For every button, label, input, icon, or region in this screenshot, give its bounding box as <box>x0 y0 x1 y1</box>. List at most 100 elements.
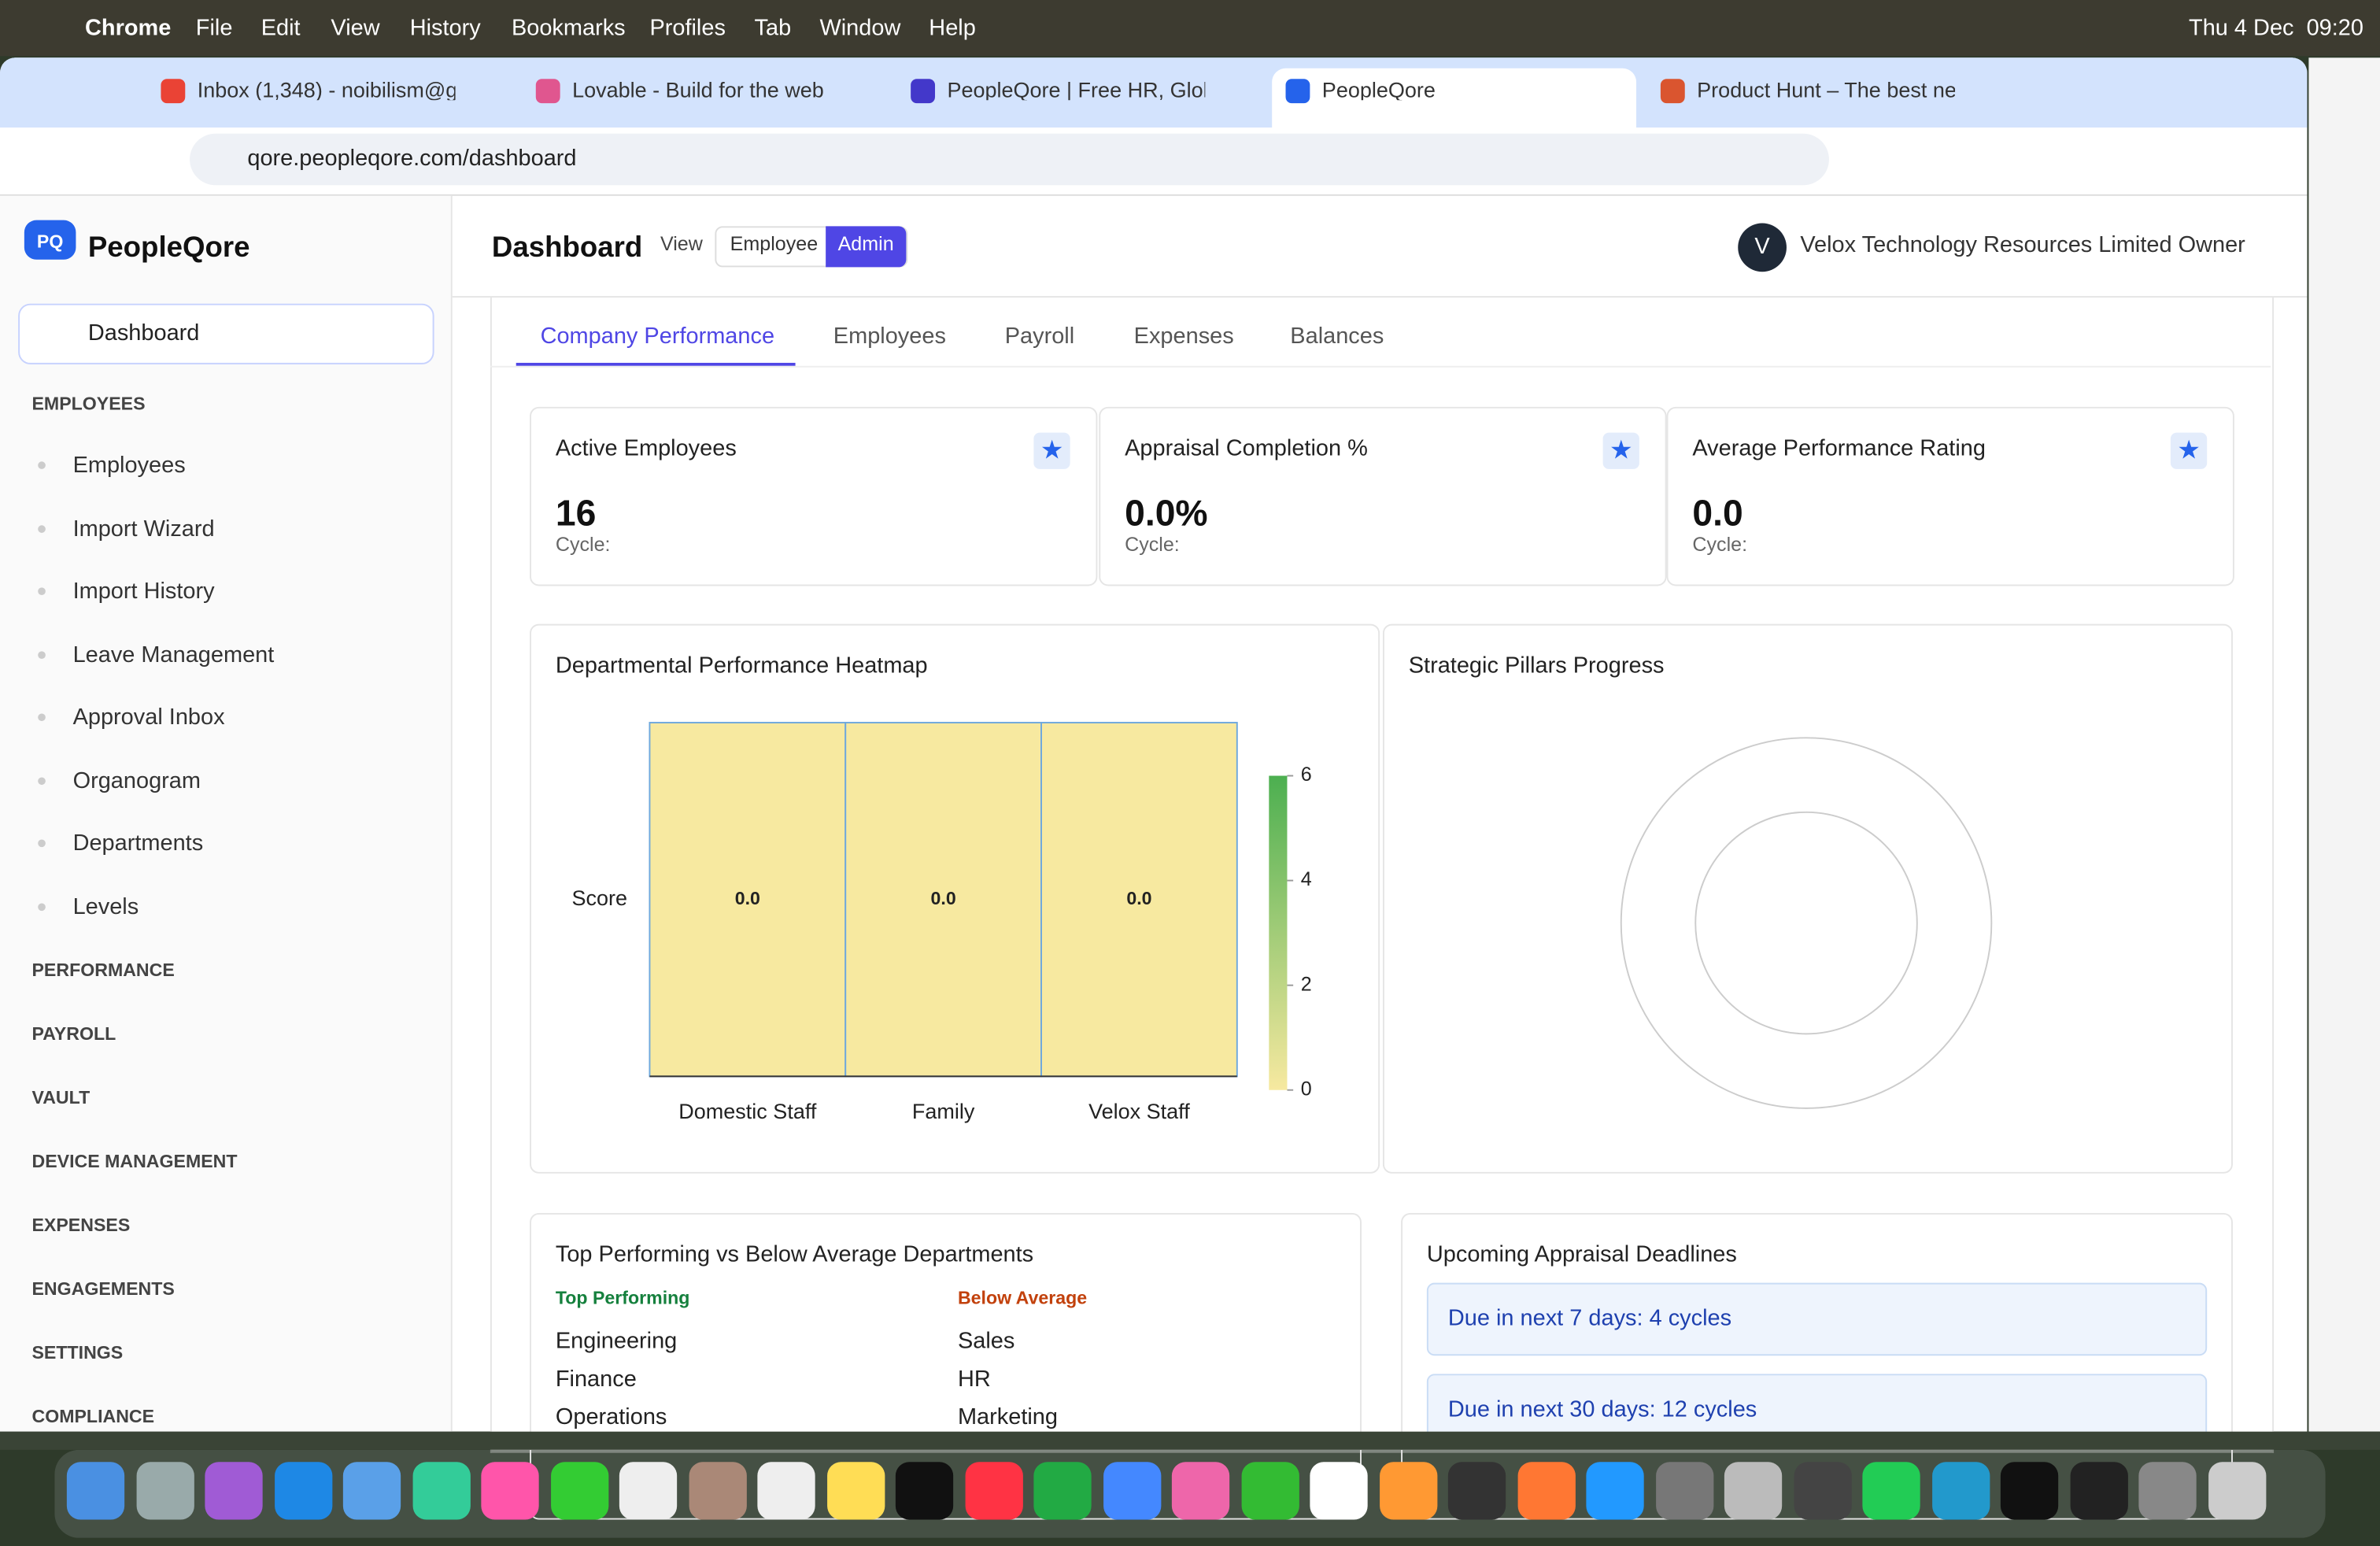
nav-active[interactable] <box>18 303 434 364</box>
menu-item[interactable]: History <box>409 15 481 42</box>
menu-item[interactable]: Profiles <box>649 15 726 42</box>
dept: Marketing <box>957 1404 1058 1430</box>
menu-app[interactable]: Chrome <box>85 15 172 42</box>
dock-icon[interactable] <box>412 1462 470 1520</box>
dock-icon[interactable] <box>1862 1462 1920 1520</box>
nav-section[interactable]: ENGAGEMENTS <box>31 1278 175 1300</box>
nav-section[interactable]: EMPLOYEES <box>31 393 146 415</box>
nav-item[interactable]: Levels <box>72 893 139 919</box>
dock-icon[interactable] <box>1171 1462 1230 1520</box>
subtab[interactable]: Employees <box>833 323 946 350</box>
dock-icon[interactable] <box>619 1462 678 1520</box>
dock-icon[interactable] <box>1310 1462 1368 1520</box>
nav-item[interactable]: Import Wizard <box>72 515 215 542</box>
browser-tab[interactable]: Product Hunt – The best new <box>1697 79 1956 101</box>
colorbar <box>1269 775 1288 1090</box>
dock-icon[interactable] <box>481 1462 539 1520</box>
nav-item[interactable]: Employees <box>72 452 186 479</box>
tab-icon <box>535 79 560 104</box>
menu-item[interactable]: Bookmarks <box>511 15 626 42</box>
url[interactable]: qore.peopleqore.com/dashboard <box>247 146 577 172</box>
menu-item[interactable]: Tab <box>754 15 792 42</box>
dock-icon[interactable] <box>688 1462 746 1520</box>
menu-item[interactable]: File <box>195 15 233 42</box>
dock-icon[interactable] <box>757 1462 815 1520</box>
dock-icon[interactable] <box>135 1462 194 1520</box>
nav-item[interactable]: Approval Inbox <box>72 704 225 730</box>
dock-icon[interactable] <box>1240 1462 1299 1520</box>
browser-tab[interactable]: Lovable - Build for the web 20 <box>572 79 830 101</box>
org-selector[interactable]: Velox Technology Resources Limited Owner <box>1800 232 2245 258</box>
menu-item[interactable]: View <box>331 15 380 42</box>
dock-icon[interactable] <box>2208 1462 2266 1520</box>
dock-icon[interactable] <box>1931 1462 1990 1520</box>
x-tick-label: Family <box>912 1100 975 1123</box>
heat-cell <box>844 722 1042 1078</box>
nav-item[interactable]: Dashboard <box>87 320 200 346</box>
browser-tab[interactable]: PeopleQore <box>1321 79 1436 101</box>
dock-icon[interactable] <box>895 1462 954 1520</box>
nav-section[interactable]: SETTINGS <box>31 1341 124 1363</box>
bullet <box>38 461 46 469</box>
tab-icon <box>161 79 186 104</box>
kpi-value: 0.0% <box>1125 493 1208 534</box>
dock-icon[interactable] <box>274 1462 332 1520</box>
dock-icon[interactable] <box>1033 1462 1092 1520</box>
logo: PQ <box>24 220 76 260</box>
url-bar[interactable] <box>190 133 1829 186</box>
browser-tab[interactable]: PeopleQore | Free HR, Global <box>947 79 1206 101</box>
star-button[interactable]: ★ <box>1033 432 1070 469</box>
dock-icon[interactable] <box>1655 1462 1713 1520</box>
dock-icon[interactable] <box>66 1462 125 1520</box>
nav-section[interactable]: COMPLIANCE <box>31 1405 155 1427</box>
nav-section[interactable]: PAYROLL <box>31 1023 116 1045</box>
view-admin <box>826 226 907 268</box>
kpi-value: 16 <box>555 493 597 534</box>
view-option[interactable]: Employee <box>730 232 819 256</box>
menu-item[interactable]: Window <box>819 15 901 42</box>
nav-section[interactable]: DEVICE MANAGEMENT <box>31 1150 238 1172</box>
dock-icon[interactable] <box>2138 1462 2197 1520</box>
bullet <box>38 587 46 596</box>
menu-item[interactable]: Help <box>929 15 976 42</box>
dock-icon[interactable] <box>342 1462 401 1520</box>
card <box>530 1212 1362 1520</box>
subtab[interactable]: Company Performance <box>540 323 775 350</box>
dock-icon[interactable] <box>826 1462 885 1520</box>
view-option[interactable]: Admin <box>837 232 894 256</box>
nav-item[interactable]: Organogram <box>72 767 201 793</box>
dock-icon[interactable] <box>1517 1462 1575 1520</box>
card <box>530 623 1380 1174</box>
star-button[interactable]: ★ <box>2170 432 2208 469</box>
subtab[interactable]: Expenses <box>1133 323 1234 350</box>
dock-icon[interactable] <box>964 1462 1022 1520</box>
clock: Thu 4 Dec 09:20 <box>2189 15 2363 42</box>
dock-icon[interactable] <box>550 1462 608 1520</box>
dock-icon[interactable] <box>1103 1462 1161 1520</box>
dock-icon[interactable] <box>205 1462 263 1520</box>
nav-section[interactable]: EXPENSES <box>31 1214 131 1236</box>
nav-item[interactable]: Departments <box>72 830 204 856</box>
subtab[interactable]: Payroll <box>1004 323 1075 350</box>
dock-icon[interactable] <box>2000 1462 2059 1520</box>
menu-item[interactable]: Edit <box>261 15 301 42</box>
active-tab[interactable] <box>1272 68 1637 128</box>
browser-tab[interactable]: Inbox (1,348) - noibilism@gm <box>197 79 456 101</box>
nav-section[interactable]: PERFORMANCE <box>31 959 175 981</box>
star-button[interactable]: ★ <box>1602 432 1639 469</box>
kpi-sub: Cycle: <box>1692 532 1748 556</box>
dock-icon[interactable] <box>1447 1462 1506 1520</box>
subtab[interactable]: Balances <box>1290 323 1384 350</box>
dock-icon[interactable] <box>2069 1462 2127 1520</box>
nav-section[interactable]: VAULT <box>31 1086 91 1108</box>
chart-title: Departmental Performance Heatmap <box>555 653 928 679</box>
nav-item[interactable]: Import History <box>72 578 215 605</box>
dock-icon[interactable] <box>1586 1462 1644 1520</box>
colorbar-label: 4 <box>1301 868 1312 890</box>
card-title: Strategic Pillars Progress <box>1408 653 1665 679</box>
nav-item[interactable]: Leave Management <box>72 641 275 668</box>
dock-icon[interactable] <box>1793 1462 1851 1520</box>
dock-icon[interactable] <box>1724 1462 1783 1520</box>
dock-icon[interactable] <box>1379 1462 1437 1520</box>
